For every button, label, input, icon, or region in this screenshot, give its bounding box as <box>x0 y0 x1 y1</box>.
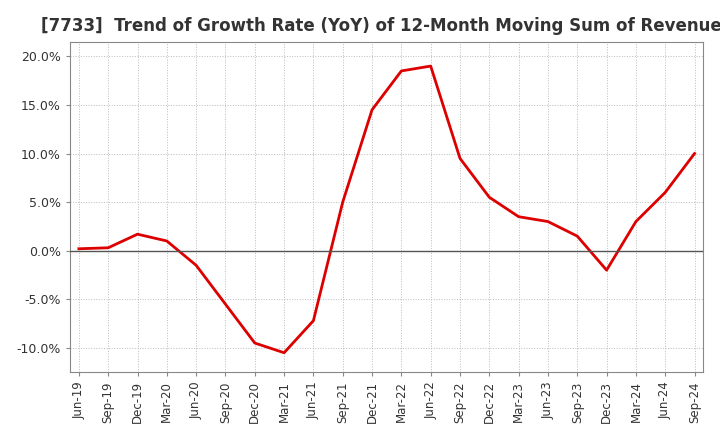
Title: [7733]  Trend of Growth Rate (YoY) of 12-Month Moving Sum of Revenues: [7733] Trend of Growth Rate (YoY) of 12-… <box>41 17 720 35</box>
